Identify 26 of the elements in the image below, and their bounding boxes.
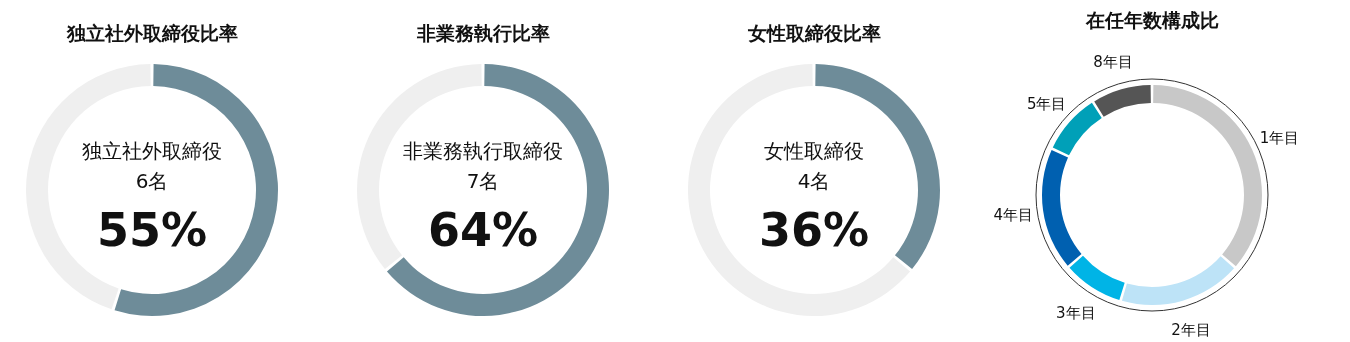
chart-title: 非業務執行比率 xyxy=(415,22,550,44)
text: 7名 xyxy=(466,169,500,193)
text: 36% xyxy=(758,203,870,257)
text: 64% xyxy=(427,203,539,257)
text: 6名 xyxy=(135,169,169,193)
text: 非業務執行取締役 xyxy=(403,139,563,163)
donut-slice xyxy=(1153,85,1262,267)
text: 55% xyxy=(96,203,208,257)
donut-slice xyxy=(1042,150,1082,266)
chart-title: 在任年数構成比 xyxy=(1084,9,1219,31)
text: 独立社外取締役 xyxy=(82,139,222,163)
donut-slice xyxy=(386,64,609,316)
donut-slice xyxy=(688,64,911,316)
slice-label: 5年目 xyxy=(1026,94,1067,113)
donut-slice xyxy=(1094,85,1151,117)
text: 4名 xyxy=(797,169,831,193)
donut-slice xyxy=(1121,256,1235,305)
chart-title: 独立社外取締役比率 xyxy=(65,22,238,44)
text: 女性取締役 xyxy=(764,139,864,163)
slice-label: 3年目 xyxy=(1056,304,1096,323)
slice-label: 1年目 xyxy=(1259,128,1300,147)
slice-label: 4年目 xyxy=(993,206,1034,225)
chart-title: 女性取締役比率 xyxy=(746,22,881,44)
donut-slice xyxy=(1069,255,1125,301)
slice-label: 2年目 xyxy=(1171,321,1211,340)
slice-label: 8年目 xyxy=(1093,52,1133,71)
